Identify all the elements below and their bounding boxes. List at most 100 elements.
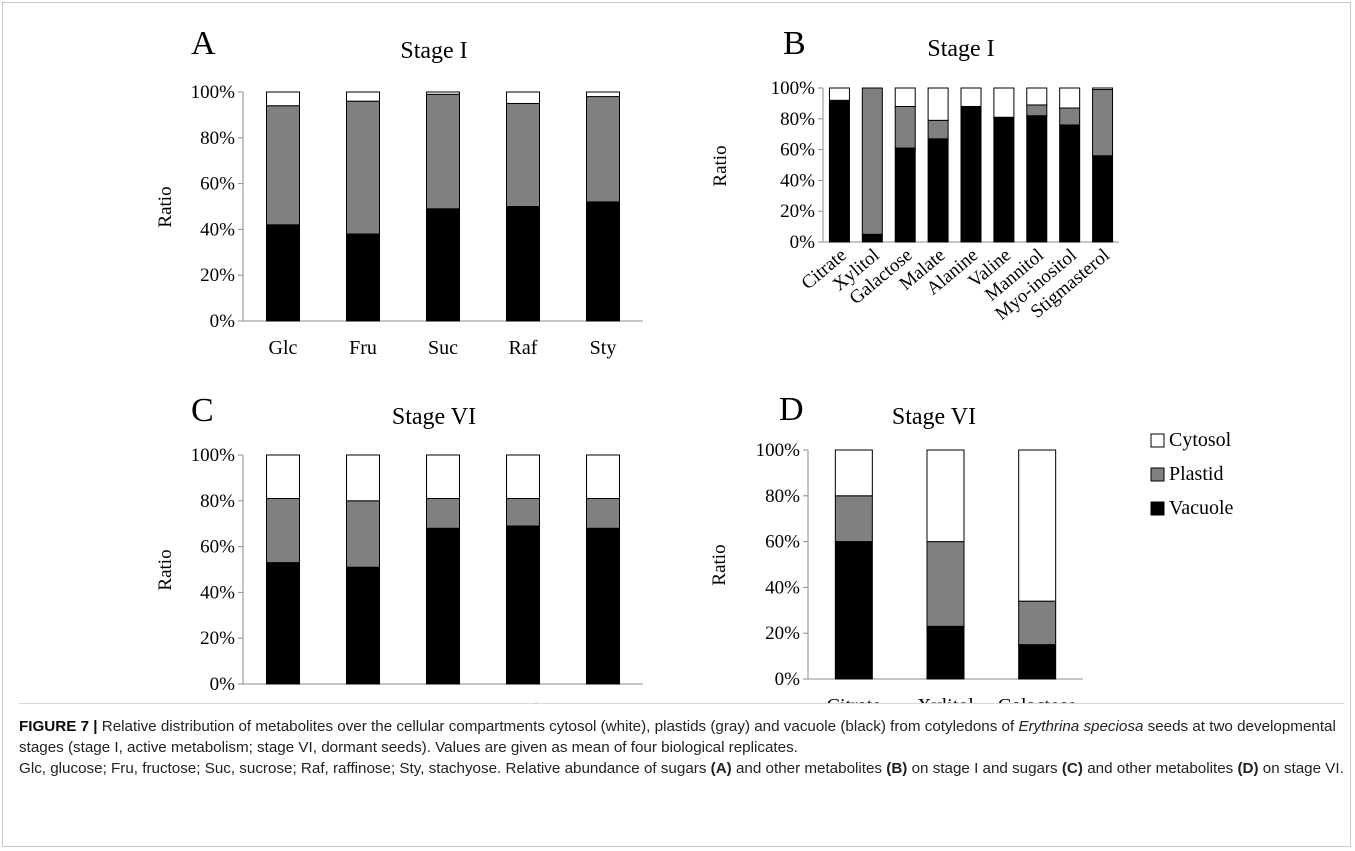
y-tick-label: 100% [191, 82, 236, 103]
y-tick-label: 80% [200, 128, 235, 149]
bar-segment-cytosol [1018, 449, 1057, 602]
panel-letter: A [191, 25, 216, 62]
bar-segment-plastid [1026, 104, 1048, 117]
y-tick-label: 0% [790, 232, 816, 253]
x-category-label: Sty [590, 337, 617, 359]
bar-segment-vacuole [927, 138, 949, 243]
y-tick-label: 100% [191, 445, 236, 466]
panel-title: Stage I [927, 36, 994, 62]
bar-segment-plastid [927, 119, 949, 140]
bar-segment-plastid [586, 498, 620, 529]
bar-segment-vacuole [894, 147, 916, 243]
bar-segment-cytosol [586, 91, 620, 98]
bar-segment-vacuole [1026, 115, 1048, 243]
x-category-label: Glc [269, 337, 298, 359]
bar-segment-cytosol [1059, 87, 1081, 109]
bar-segment-vacuole [266, 562, 300, 685]
legend-label-cytosol: Cytosol [1169, 429, 1232, 451]
bar-segment-cytosol [1092, 87, 1114, 91]
legend-swatch-plastid [1150, 467, 1165, 482]
figure-canvas: A Stage I Ratio 0% 20% 40% 60% 80% 100% Glc Fru Suc… [155, 25, 1234, 722]
bar-segment-vacuole [346, 566, 380, 685]
y-tick-label: 100% [771, 78, 816, 99]
y-tick-label: 40% [200, 582, 235, 603]
bar-segment-vacuole [506, 525, 540, 685]
caption-text-3: Glc, glucose; Fru, fructose; Suc, sucros… [19, 760, 711, 777]
x-category-label: Raf [509, 337, 538, 359]
bar-segment-vacuole [586, 527, 620, 685]
legend: Cytosol Plastid Vacuole [1150, 429, 1234, 519]
y-axis-label: Ratio [155, 186, 176, 227]
bar-segment-cytosol [506, 454, 540, 500]
bar-segment-cytosol [266, 91, 300, 107]
bar-segment-cytosol [346, 91, 380, 102]
bar-segment-plastid [861, 87, 883, 235]
legend-swatch-cytosol [1150, 433, 1165, 448]
bar-segment-plastid [926, 541, 965, 627]
caption-text-2: seeds at two developmental stages (stage… [19, 718, 1336, 756]
bar-segment-plastid [426, 93, 460, 210]
y-axis-label: Ratio [709, 544, 730, 585]
y-tick-label: 60% [200, 174, 235, 195]
y-tick-label: 60% [765, 532, 800, 553]
bar-segment-cytosol [426, 454, 460, 500]
y-tick-label: 40% [200, 219, 235, 240]
y-tick-label: 20% [200, 628, 235, 649]
bar-segment-cytosol [586, 454, 620, 500]
panel-letter: C [191, 392, 214, 429]
x-category-label: Xylitol [917, 695, 974, 703]
bar-segment-cytosol [894, 87, 916, 107]
bar-segment-cytosol [834, 449, 873, 497]
caption-text-6: and other metabolites [1082, 760, 1238, 777]
x-category-label: Fru [349, 337, 377, 359]
y-tick-label: 0% [210, 674, 236, 695]
bar-segment-vacuole [1059, 124, 1081, 243]
bar-segment-plastid [266, 105, 300, 226]
bar-segment-vacuole [586, 201, 620, 322]
bar-segment-vacuole [834, 541, 873, 680]
bar-segment-vacuole [1092, 155, 1114, 243]
y-tick-label: 80% [200, 491, 235, 512]
y-tick-label: 20% [765, 623, 800, 644]
panel-a-chart: A Stage I Ratio 0% 20% 40% 60% 80% 100% Glc Fru Suc… [155, 25, 643, 359]
caption-ref-c: (C) [1061, 760, 1083, 777]
bar-segment-plastid [426, 498, 460, 529]
bar-segment-cytosol [926, 449, 965, 543]
y-tick-label: 40% [780, 170, 815, 191]
bar-segment-cytosol [927, 87, 949, 121]
x-category-label: Suc [428, 337, 458, 359]
bar-segment-plastid [586, 96, 620, 203]
y-tick-label: 60% [780, 140, 815, 161]
bar-segment-plastid [894, 105, 916, 149]
y-axis-label: Ratio [710, 145, 731, 186]
y-tick-label: 0% [210, 311, 236, 332]
bar-segment-plastid [266, 498, 300, 564]
y-tick-label: 80% [765, 486, 800, 507]
bar-segment-plastid [1018, 600, 1057, 646]
legend-swatch-vacuole [1150, 501, 1165, 516]
bar-segment-vacuole [346, 233, 380, 322]
caption-ref-d: (D) [1237, 760, 1259, 777]
panel-letter: B [783, 25, 806, 62]
caption-ref-b: (B) [886, 760, 908, 777]
bar-segment-vacuole [426, 527, 460, 685]
bar-segment-cytosol [266, 454, 300, 500]
bar-segment-vacuole [828, 99, 850, 243]
panel-letter: D [779, 391, 804, 428]
y-tick-label: 20% [780, 201, 815, 222]
figure-caption: FIGURE 7 | Relative distribution of meta… [19, 703, 1344, 843]
y-tick-label: 40% [765, 577, 800, 598]
bar-segment-vacuole [960, 105, 982, 243]
bar-segment-cytosol [1026, 87, 1048, 106]
y-tick-label: 80% [780, 109, 815, 130]
bar-segment-cytosol [828, 87, 850, 101]
y-axis-label: Ratio [155, 549, 176, 590]
panel-title: Stage VI [892, 404, 976, 430]
caption-text-5: on stage I and sugars [907, 760, 1062, 777]
y-tick-label: 0% [775, 669, 801, 690]
bar-segment-vacuole [266, 224, 300, 322]
x-category-label: Citrate [827, 695, 882, 703]
bar-segment-cytosol [993, 87, 1015, 118]
